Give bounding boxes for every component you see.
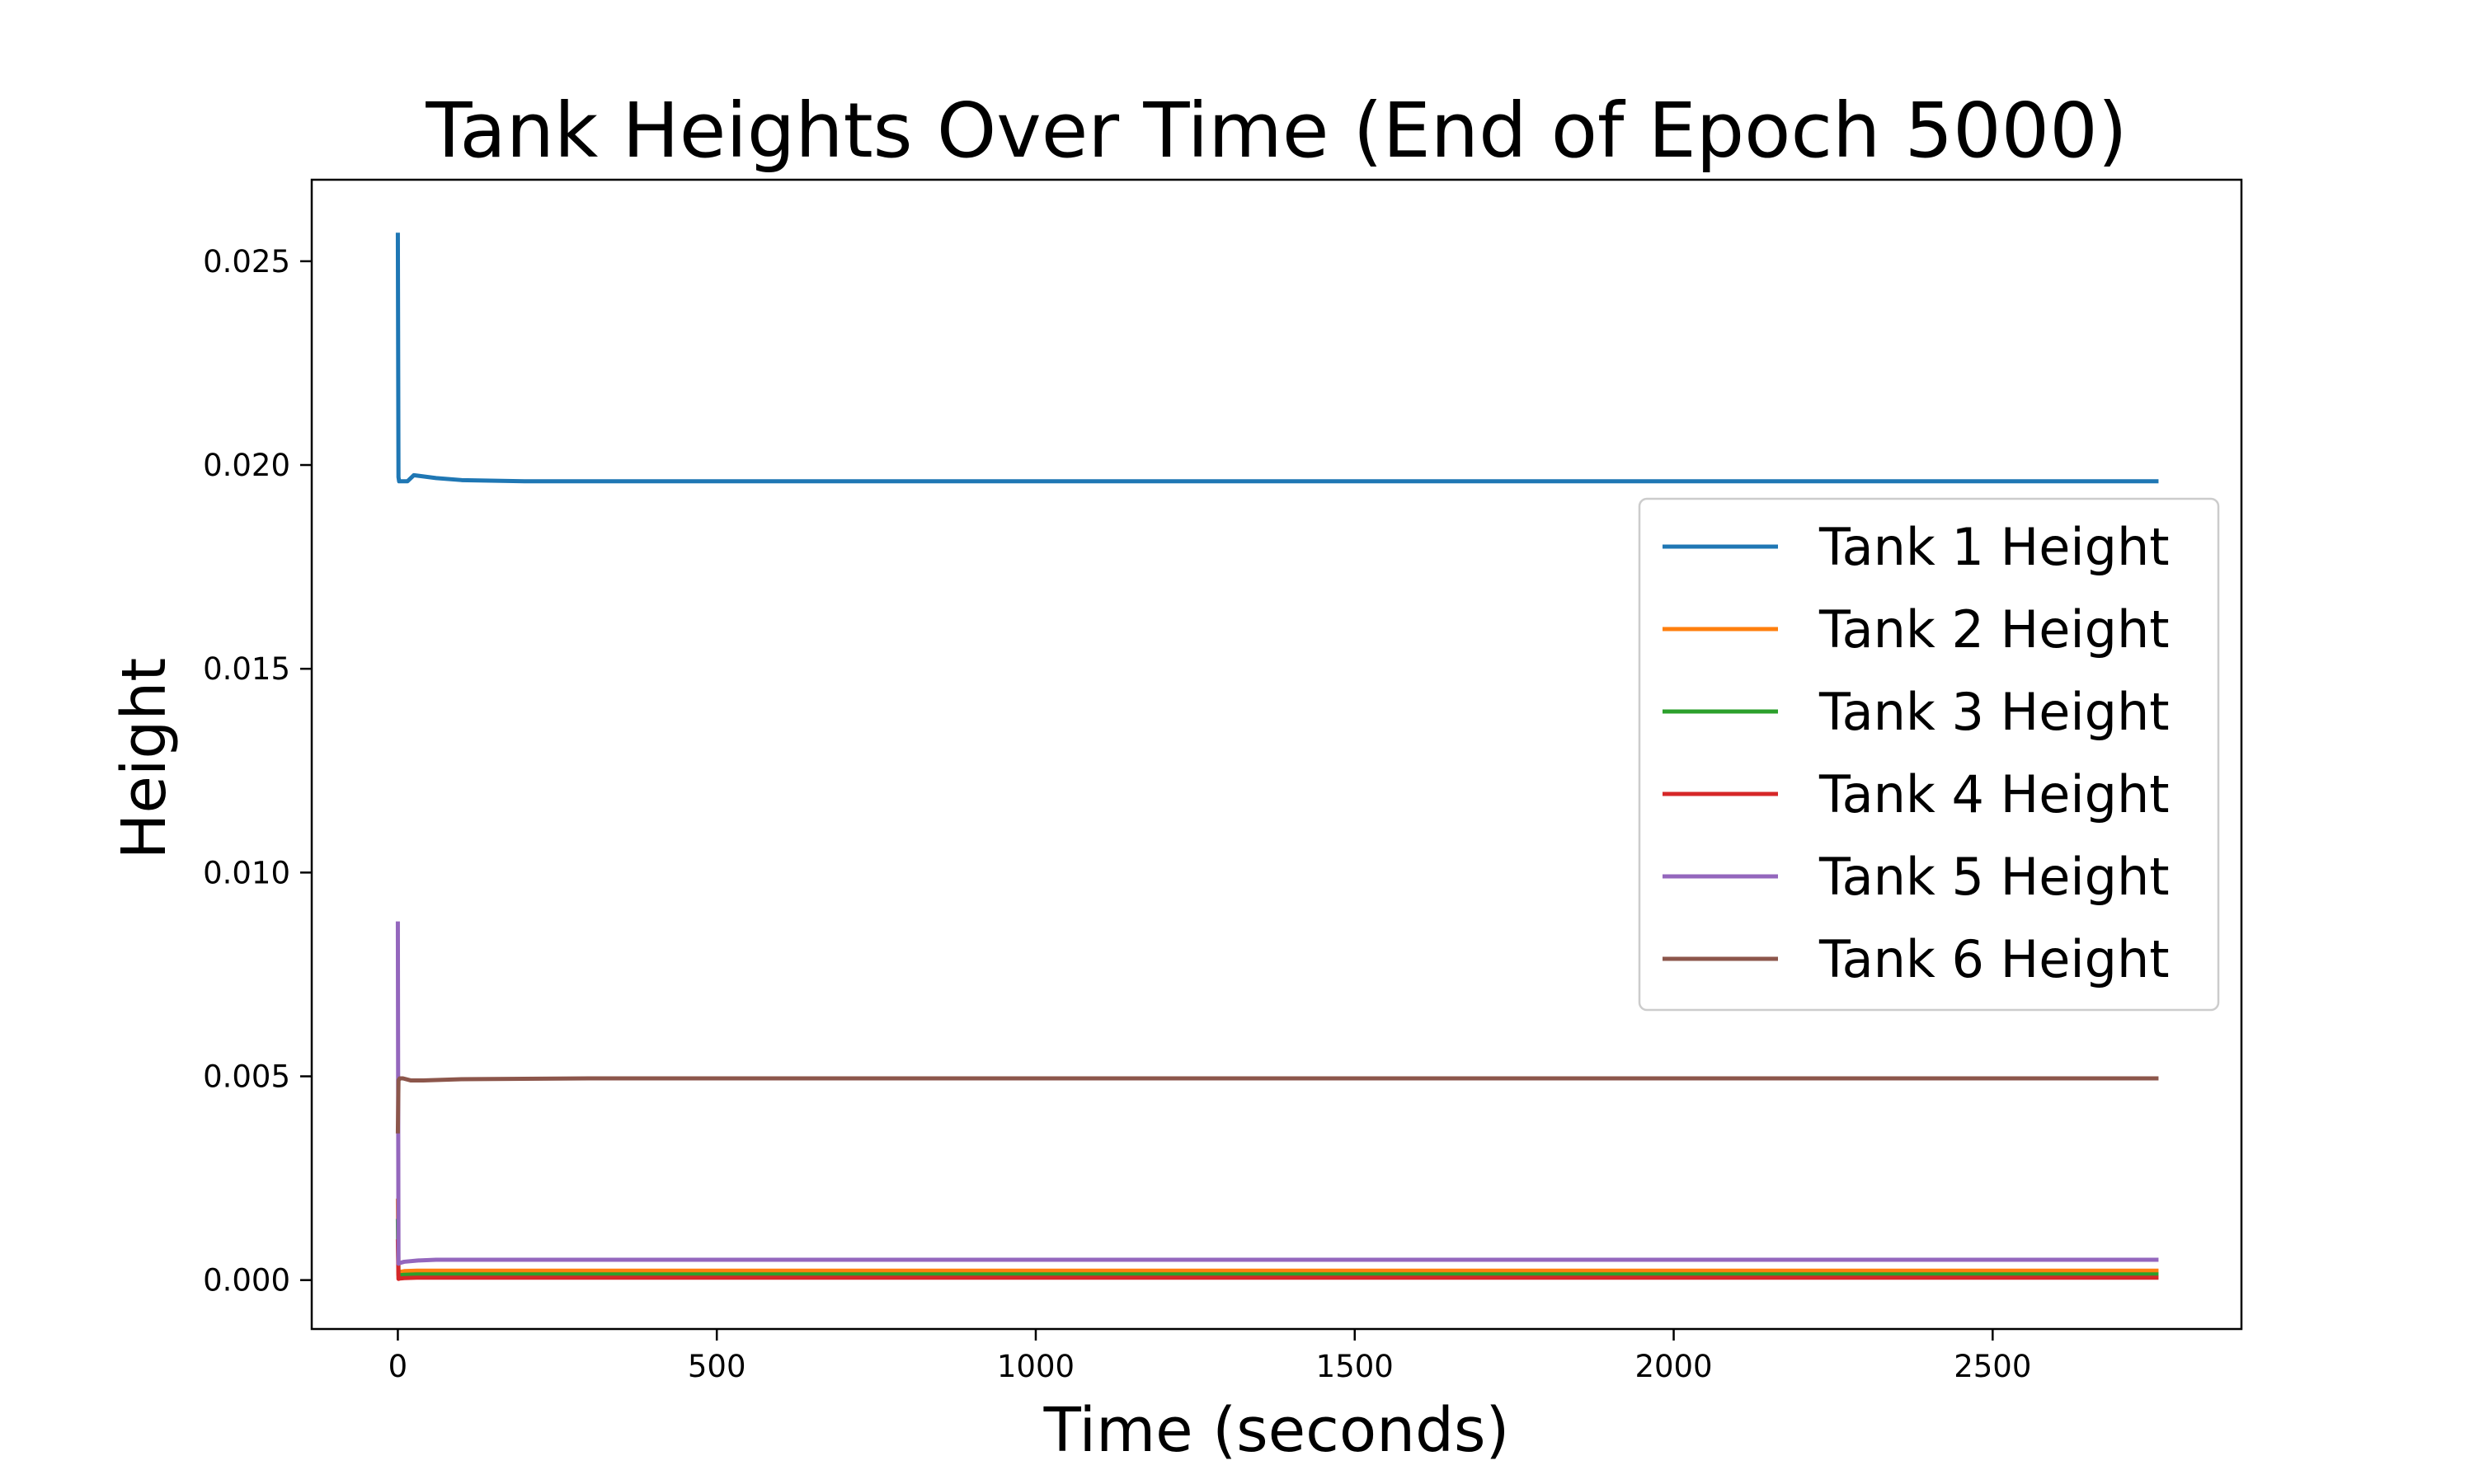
legend-frame — [1638, 497, 2220, 1012]
x-axis-label: Time (seconds) — [1043, 1395, 1510, 1466]
series-line-tank-5 — [395, 921, 2159, 1266]
plot-frame — [310, 178, 2243, 1331]
y-tick-label: 0.020 — [203, 448, 290, 483]
x-tick-label: 0 — [388, 1349, 408, 1384]
x-axis-ticks: 0 500 1000 1500 2000 2500 — [388, 1329, 2031, 1384]
series-line-tank-3 — [395, 1219, 2159, 1278]
y-axis-ticks: 0.000 0.005 0.010 0.015 0.020 0.025 — [203, 244, 312, 1298]
y-tick-label: 0.000 — [203, 1263, 290, 1298]
x-tick-label: 2500 — [1954, 1349, 2031, 1384]
x-tick-label: 500 — [688, 1349, 746, 1384]
series-line-tank-4 — [395, 1239, 2159, 1281]
y-tick-label: 0.005 — [203, 1059, 290, 1095]
legend-label-tank-5: Tank 5 Height — [1818, 847, 2170, 907]
y-axis-label: Height — [109, 658, 180, 860]
y-tick-label: 0.015 — [203, 651, 290, 687]
legend-label-tank-4: Tank 4 Height — [1818, 764, 2170, 824]
legend-label-tank-1: Tank 1 Height — [1818, 517, 2170, 577]
y-tick-label: 0.025 — [203, 244, 290, 279]
series-layer — [395, 232, 2159, 1281]
legend-label-tank-3: Tank 3 Height — [1818, 682, 2170, 742]
x-tick-label: 1000 — [997, 1349, 1075, 1384]
x-tick-label: 1500 — [1316, 1349, 1394, 1384]
legend: Tank 1 Height Tank 2 Height Tank 3 Height T… — [1638, 497, 2220, 1012]
series-line-tank-1 — [395, 232, 2159, 484]
legend-label-tank-6: Tank 6 Height — [1818, 929, 2170, 989]
series-line-tank-6 — [395, 1076, 2159, 1134]
y-tick-label: 0.010 — [203, 855, 290, 890]
legend-label-tank-2: Tank 2 Height — [1818, 599, 2170, 660]
chart-title: Tank Heights Over Time (End of Epoch 500… — [425, 87, 2127, 175]
x-tick-label: 2000 — [1634, 1349, 1712, 1384]
